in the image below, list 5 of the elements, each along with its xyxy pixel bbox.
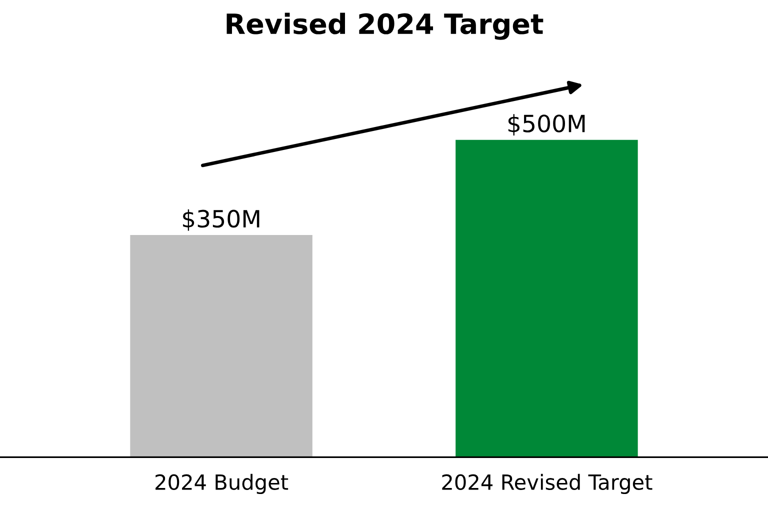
chart-title: Revised 2024 Target [226, 12, 544, 40]
data-label: $500M [508, 114, 585, 136]
x-tick-label: 2024 Budget [156, 474, 288, 494]
data-label: $350M [183, 209, 260, 231]
x-tick-label: 2024 Revised Target [442, 474, 652, 494]
